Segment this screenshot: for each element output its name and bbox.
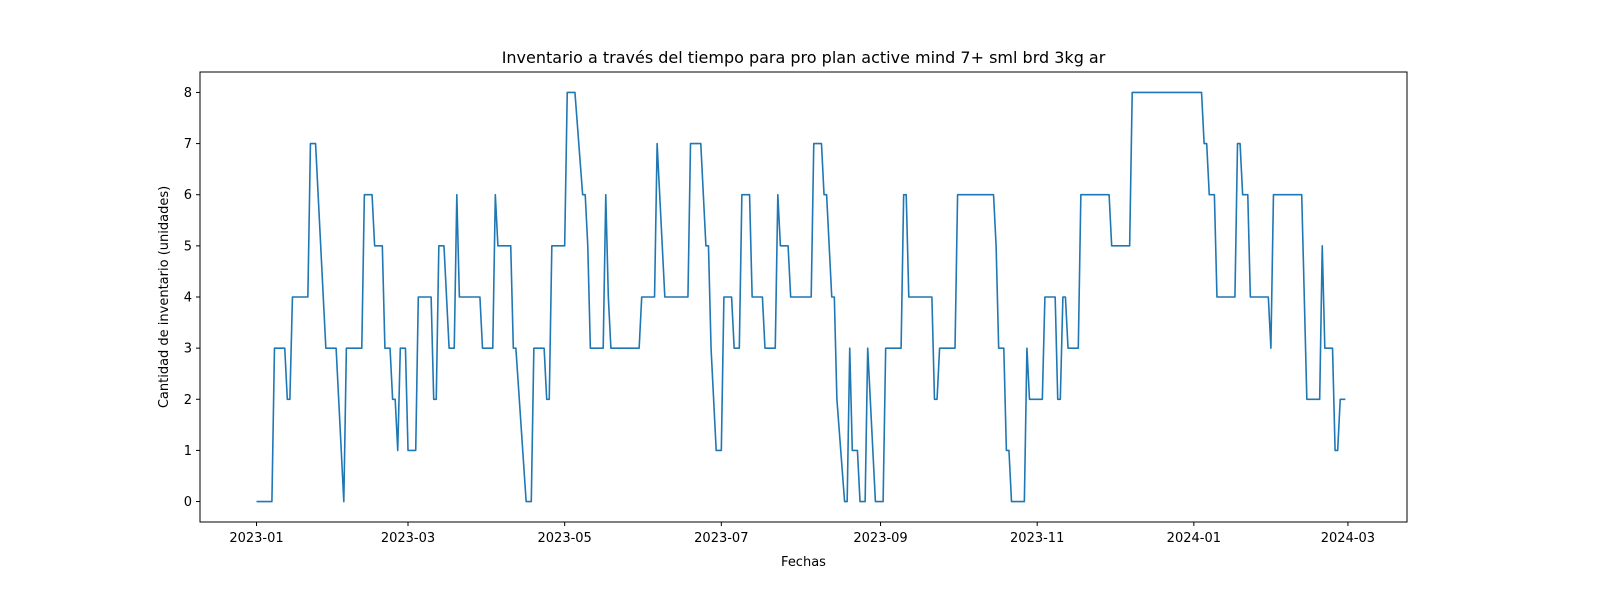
- x-axis: 2023-01 2023-03 2023-05 2023-07 2023-09 2023-…: [229, 522, 1375, 546]
- x-tick-label: 2024-01: [1167, 531, 1221, 546]
- chart-title: Inventario a través del tiempo para pro …: [502, 48, 1106, 67]
- plot-area: [256, 91, 1346, 503]
- x-tick-label: 2023-05: [538, 531, 592, 546]
- x-tick-label: 2023-09: [853, 531, 907, 546]
- x-axis-title: Fechas: [781, 555, 826, 570]
- y-tick-label: 1: [184, 444, 192, 459]
- x-tick-label: 2023-01: [229, 531, 283, 546]
- y-tick-label: 0: [184, 495, 192, 510]
- x-tick-label: 2023-11: [1010, 531, 1064, 546]
- y-axis: 0 1 2 3 4 5 6 7 8: [184, 86, 200, 510]
- series-line-0: [256, 91, 1346, 503]
- y-tick-label: 7: [184, 137, 192, 152]
- y-axis-title: Cantidad de inventario (unidades): [157, 186, 172, 408]
- x-tick-label: 2023-07: [694, 531, 748, 546]
- x-tick-label: 2023-03: [381, 531, 435, 546]
- y-tick-label: 4: [184, 291, 192, 306]
- y-tick-label: 2: [184, 393, 192, 408]
- y-tick-label: 8: [184, 86, 192, 101]
- x-tick-label: 2024-03: [1321, 531, 1375, 546]
- y-tick-label: 5: [184, 239, 192, 254]
- y-tick-label: 6: [184, 188, 192, 203]
- y-tick-label: 3: [184, 342, 192, 357]
